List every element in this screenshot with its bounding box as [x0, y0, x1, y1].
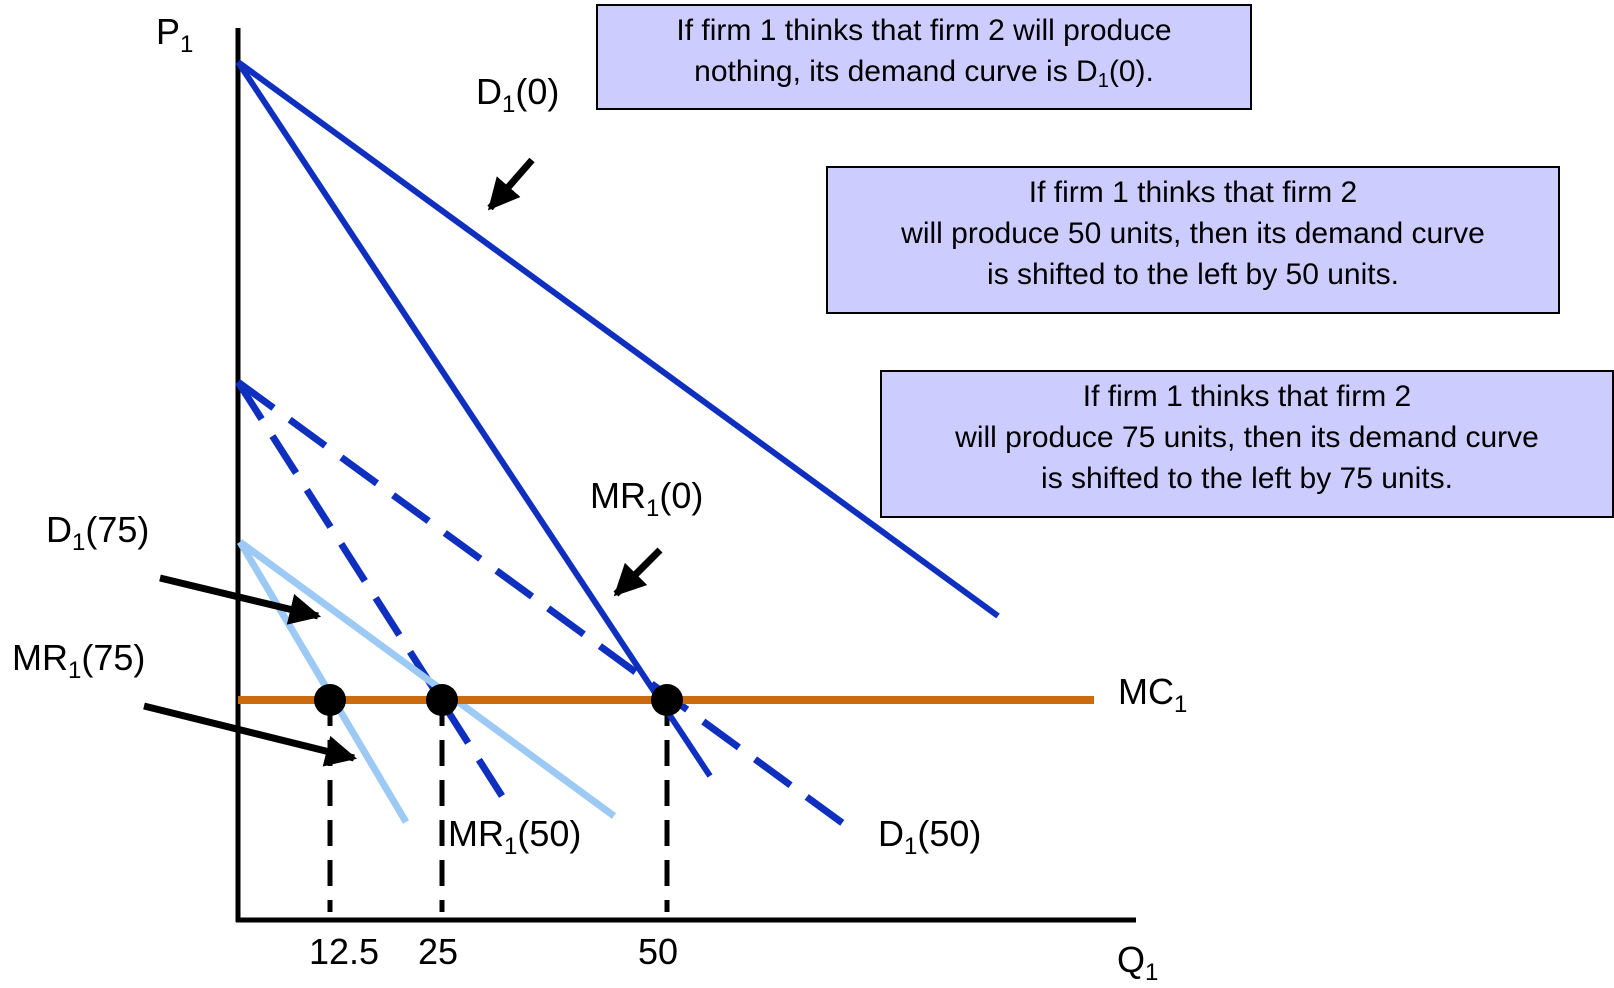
d1-75-label-sub: 1	[72, 529, 86, 556]
mc1-label-main: MC	[1118, 671, 1174, 712]
d1-50-label-tail: (50)	[917, 813, 982, 854]
note-zero-line1: If firm 1 thinks that firm 2 will produc…	[676, 14, 1172, 47]
arrow-to-d1-0	[487, 157, 535, 211]
mr1-0-label: MR1(0)	[590, 475, 704, 521]
d1-0-label: D1(0)	[476, 71, 560, 117]
note-seventy-five-line3: is shifted to the left by 75 units.	[1041, 462, 1453, 495]
d1-75-label-main: D	[46, 509, 72, 550]
x-axis-label: Q1	[1117, 939, 1158, 985]
d1-50-label: D1(50)	[878, 813, 982, 859]
mr1-0-curve	[235, 60, 713, 778]
note-fifty-line1: If firm 1 thinks that firm 2	[1028, 176, 1358, 209]
d1-0-curve	[236, 59, 1000, 619]
mr1-0-label-main: MR	[590, 475, 646, 516]
d1-75-curve	[237, 539, 617, 819]
y-axis-label-sub: 1	[180, 31, 194, 58]
mr1-50-label-tail: (50)	[517, 813, 582, 854]
note-zero-line2-post: (0).	[1108, 55, 1154, 88]
note-fifty-units: If firm 1 thinks that firm 2 will produc…	[826, 166, 1560, 314]
mr1-0-label-tail: (0)	[659, 475, 704, 516]
d1-0-label-tail: (0)	[515, 71, 560, 112]
mr1-50-label-sub: 1	[504, 833, 518, 860]
arrow-to-mr1-75	[143, 702, 358, 767]
mr1-75-label-main: MR	[12, 637, 68, 678]
optimum-point-50	[651, 684, 683, 716]
d1-0-label-sub: 1	[502, 91, 516, 118]
note-zero-output: If firm 1 thinks that firm 2 will produc…	[596, 4, 1252, 110]
d1-75-label: D1(75)	[46, 509, 150, 555]
mr1-50-curve	[235, 380, 505, 798]
mr1-75-label: MR1(75)	[12, 637, 146, 683]
x-tick-12-5: 12.5	[308, 931, 380, 972]
mr1-50-label-main: MR	[448, 813, 504, 854]
y-axis-label-main: P	[156, 11, 181, 52]
d1-0-label-main: D	[476, 71, 502, 112]
y-axis-label: P1	[156, 11, 193, 57]
note-zero-line2: nothing, its demand curve is D1(0).	[598, 51, 1250, 92]
note-zero-line2-sub: 1	[1097, 70, 1109, 92]
mr1-50-label: MR1(50)	[448, 813, 582, 859]
mc1-label-sub: 1	[1174, 691, 1188, 718]
mr1-75-label-sub: 1	[68, 657, 82, 684]
mr1-75-curve	[236, 540, 410, 824]
optimum-point-25	[426, 684, 458, 716]
arrow-to-d1-75	[159, 574, 322, 625]
mr1-0-label-sub: 1	[646, 495, 660, 522]
note-fifty-line2: will produce 50 units, then its demand c…	[901, 217, 1485, 250]
mr1-75-label-tail: (75)	[81, 637, 146, 678]
optimum-point-12-5	[314, 684, 346, 716]
mc1-label: MC1	[1118, 671, 1187, 717]
x-tick-50: 50	[637, 931, 679, 972]
d1-50-label-sub: 1	[904, 833, 918, 860]
x-axis-label-main: Q	[1117, 939, 1146, 980]
note-zero-line2-pre: nothing, its demand curve is D	[694, 55, 1098, 88]
note-seventy-five-line1: If firm 1 thinks that firm 2	[1082, 380, 1412, 413]
note-seventy-five-units: If firm 1 thinks that firm 2 will produc…	[880, 370, 1614, 518]
x-tick-25: 25	[417, 931, 459, 972]
x-axis-label-sub: 1	[1145, 959, 1159, 986]
d1-50-label-main: D	[878, 813, 904, 854]
d1-75-label-tail: (75)	[85, 509, 150, 550]
note-fifty-line3: is shifted to the left by 50 units.	[987, 258, 1399, 291]
note-seventy-five-line2: will produce 75 units, then its demand c…	[955, 421, 1539, 454]
arrow-to-mr1-0	[613, 547, 663, 597]
